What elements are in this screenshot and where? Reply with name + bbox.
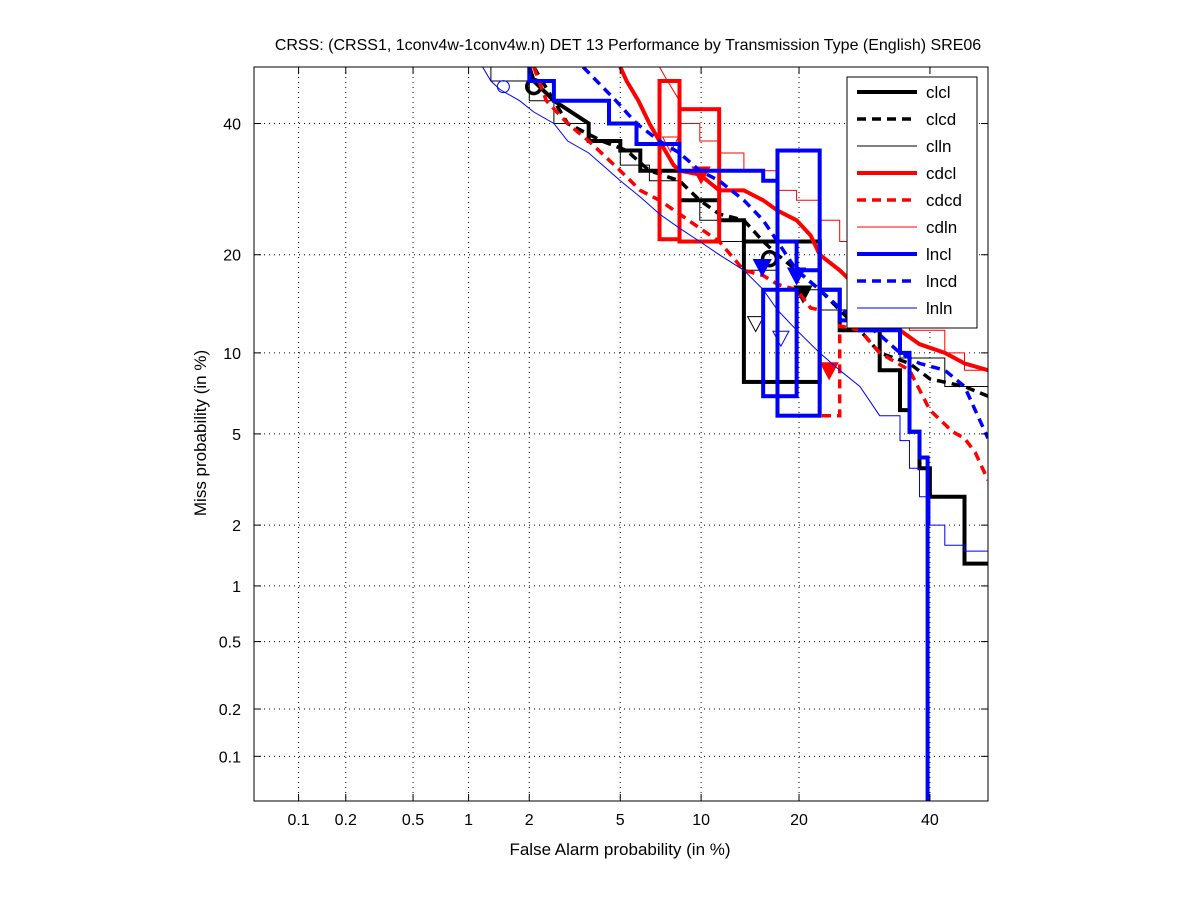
lncd-triangle-marker	[786, 267, 807, 286]
chart-title: CRSS: (CRSS1, 1conv4w-1conv4w.n) DET 13 …	[275, 37, 981, 54]
y-tick-label: 0.5	[219, 635, 241, 652]
legend-label-cdcd: cdcd	[926, 191, 962, 210]
series-cdcd	[532, 67, 988, 481]
legend-label-lncd: lncd	[926, 272, 957, 291]
legend: clcl clcd clln cdcl cdcd cdln lncl lncd lnln	[846, 76, 978, 329]
lncl-curve	[527, 67, 930, 801]
lnln-start-circle-marker	[496, 80, 510, 94]
y-tick-label: 2	[232, 518, 241, 535]
legend-label-cdcl: cdcl	[926, 164, 956, 183]
legend-label-clcl: clcl	[926, 83, 951, 102]
x-tick-label: 10	[692, 812, 710, 829]
y-tick-label: 1	[232, 579, 241, 596]
x-tick-label: 40	[921, 812, 939, 829]
cdcd-triangle-marker	[819, 362, 839, 381]
y-axis: 0.1 0.2 0.5 1 2 5 10 20 40	[219, 117, 988, 766]
series-lncl	[527, 67, 930, 801]
x-tick-label: 2	[525, 812, 534, 829]
lncl-confidence-box	[761, 287, 799, 399]
legend-box	[846, 76, 978, 329]
series-clcd	[532, 67, 988, 398]
x-tick-label: 20	[790, 812, 808, 829]
y-tick-label: 0.1	[219, 749, 241, 766]
y-tick-label: 40	[223, 117, 241, 134]
lnln-curve	[482, 67, 988, 552]
lncd-curve	[581, 67, 988, 440]
clcd-triangle-marker	[793, 285, 813, 304]
y-tick-label: 20	[223, 248, 241, 265]
series-lnln	[482, 67, 988, 552]
series-lncd	[581, 67, 988, 440]
lnln-triangle-marker	[772, 330, 790, 348]
legend-label-cdln: cdln	[926, 218, 957, 237]
x-tick-label: 1	[464, 812, 473, 829]
x-tick-label: 5	[616, 812, 625, 829]
y-tick-label: 5	[232, 427, 241, 444]
y-tick-label: 0.2	[219, 702, 241, 719]
lncl-triangle-marker	[752, 258, 772, 278]
x-tick-label: 0.2	[335, 812, 357, 829]
x-axis: 0.1 0.2 0.5 1 2 5 10 20 40	[287, 67, 939, 829]
y-tick-label: 10	[223, 346, 241, 363]
clln-triangle-marker	[746, 316, 765, 333]
x-tick-label: 0.1	[287, 812, 309, 829]
legend-label-clcd: clcd	[926, 110, 956, 129]
x-tick-label: 0.5	[402, 812, 424, 829]
legend-label-lncl: lncl	[926, 245, 952, 264]
x-axis-label: False Alarm probability (in %)	[509, 840, 730, 859]
y-axis-label: Miss probability (in %)	[191, 350, 210, 516]
legend-label-clln: clln	[926, 137, 952, 156]
clcd-curve	[532, 67, 988, 398]
legend-label-lnln: lnln	[926, 299, 952, 318]
series-group	[482, 67, 988, 801]
